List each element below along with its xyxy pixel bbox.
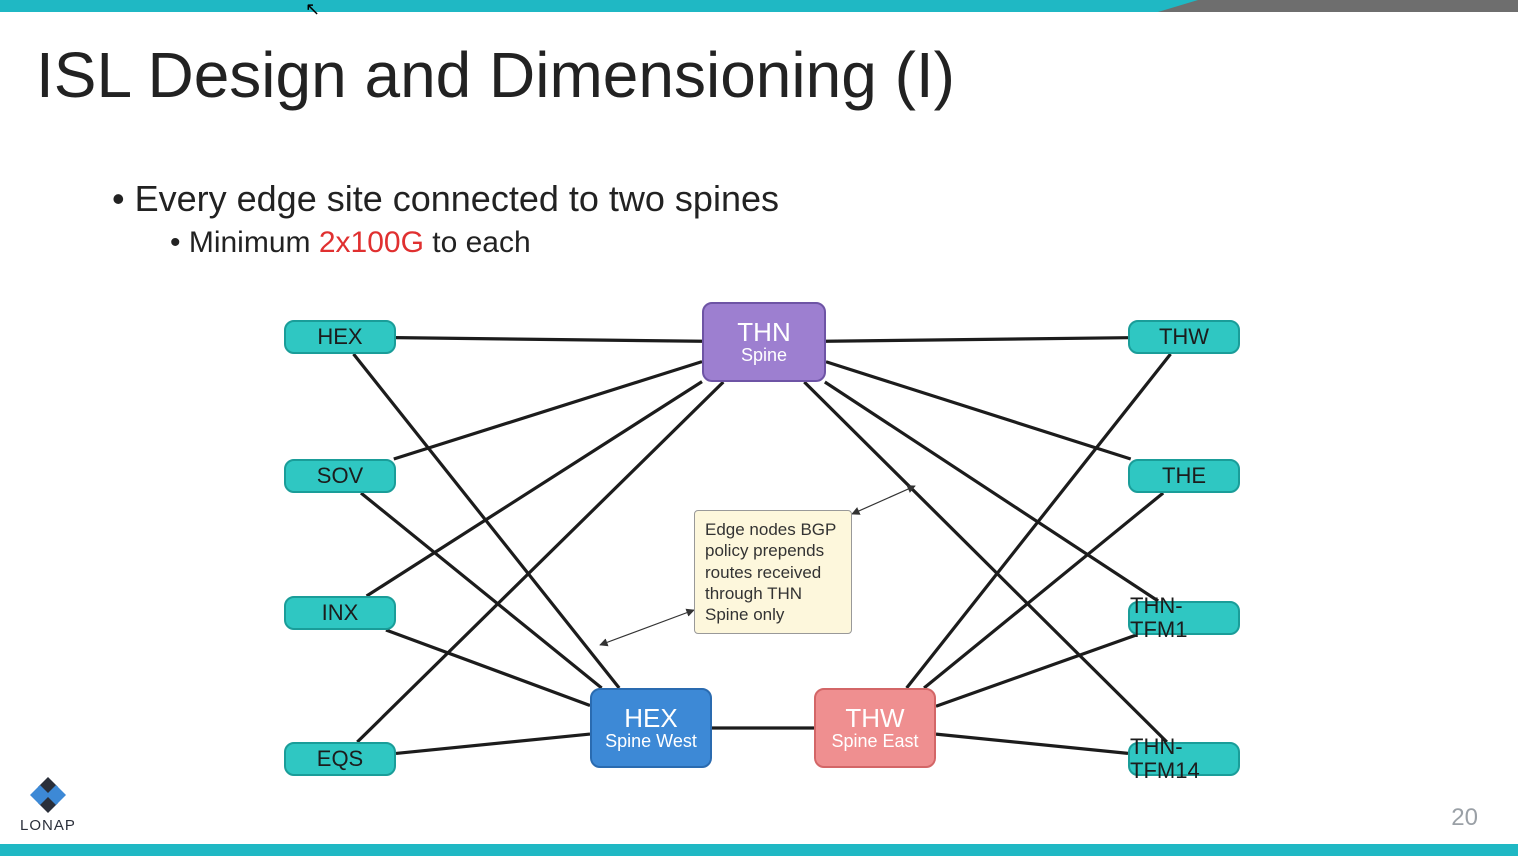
node-thw_spine: THWSpine East (814, 688, 936, 768)
node-the: THE (1128, 459, 1240, 493)
slide-title: ISL Design and Dimensioning (I) (36, 38, 955, 112)
node-hex_spine: HEXSpine West (590, 688, 712, 768)
bottom-accent-bar (0, 844, 1518, 856)
bullet-2: Minimum 2x100G to each (170, 226, 779, 260)
node-thn_tfm14: THN-TFM14 (1128, 742, 1240, 776)
lonap-logo-icon (28, 775, 68, 815)
node-sov: SOV (284, 459, 396, 493)
node-thn_spine: THNSpine (702, 302, 826, 382)
bgp-note-text: Edge nodes BGP policy prepends routes re… (705, 520, 836, 624)
bullet-list: Every edge site connected to two spines … (112, 178, 779, 260)
node-thw: THW (1128, 320, 1240, 354)
page-number: 20 (1451, 804, 1478, 832)
bullet-1: Every edge site connected to two spines (112, 178, 779, 220)
node-inx: INX (284, 596, 396, 630)
top-accent-bar-grey (1158, 0, 1518, 12)
lonap-logo-text: LONAP (20, 817, 76, 834)
topology-edges (0, 0, 1518, 856)
node-thn_tfm1: THN-TFM1 (1128, 601, 1240, 635)
bullet-2-pre: Minimum (189, 226, 319, 259)
node-eqs: EQS (284, 742, 396, 776)
bgp-note: Edge nodes BGP policy prepends routes re… (694, 510, 852, 634)
bullet-2-post: to each (424, 226, 531, 259)
node-hex: HEX (284, 320, 396, 354)
lonap-logo: LONAP (20, 775, 76, 834)
bullet-2-em: 2x100G (319, 226, 424, 259)
